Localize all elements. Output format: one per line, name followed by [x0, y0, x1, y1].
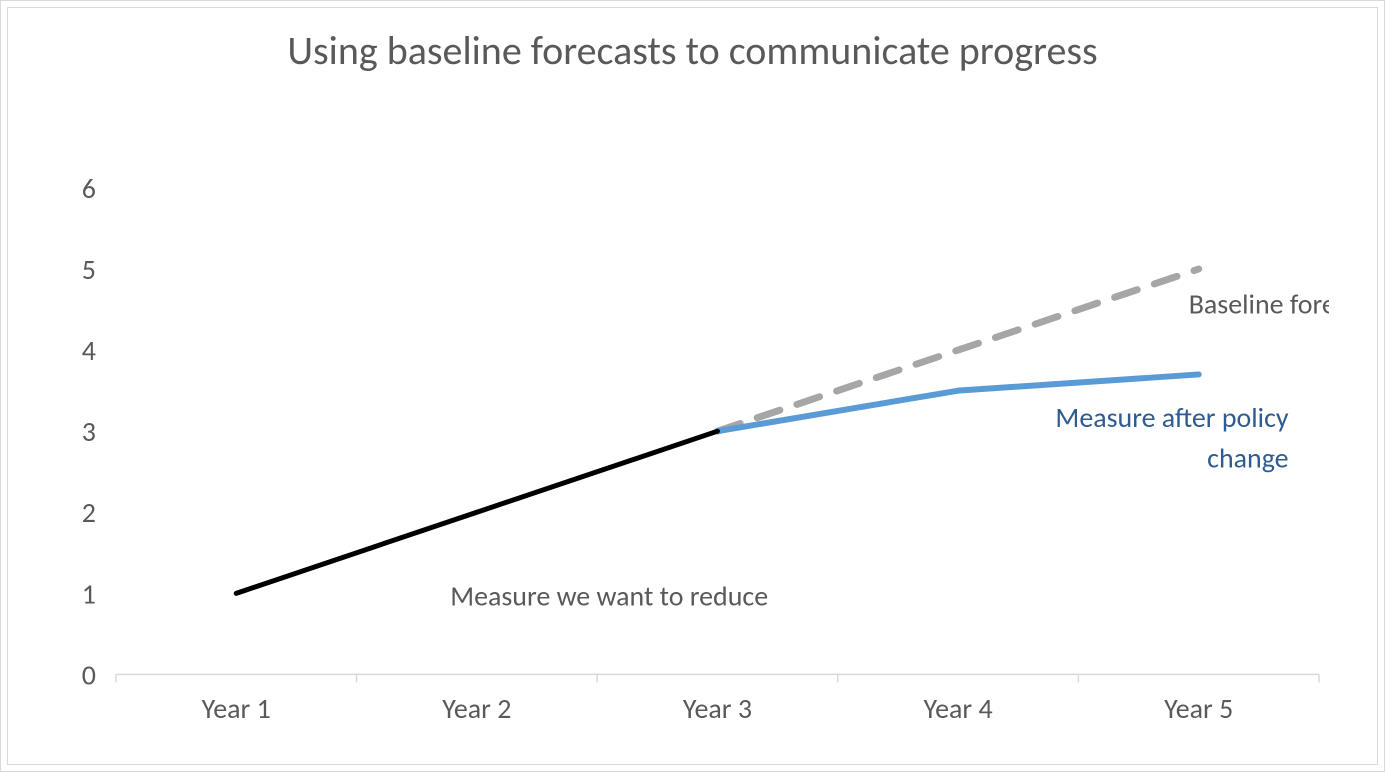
chart-container: Using baseline forecasts to communicate … — [0, 0, 1385, 772]
y-tick-label: 0 — [82, 658, 96, 692]
annotation-policy-line1: Measure after policy — [1055, 401, 1289, 435]
y-tick-label: 3 — [82, 415, 96, 449]
y-tick-label: 2 — [82, 496, 96, 530]
y-tick-label: 4 — [82, 334, 96, 368]
x-tick-label: Year 1 — [202, 692, 271, 726]
annotation-policy-line2: change — [1207, 442, 1288, 476]
chart-inner-border: Using baseline forecasts to communicate … — [7, 7, 1378, 765]
y-tick-label: 5 — [82, 253, 96, 287]
series-measured — [236, 431, 717, 593]
x-tick-label: Year 5 — [1164, 692, 1233, 726]
y-tick-label: 6 — [82, 178, 96, 206]
annotation-measured: Measure we want to reduce — [450, 580, 768, 614]
annotation-baseline: Baseline forecast — [1189, 288, 1329, 322]
x-tick-label: Year 3 — [683, 692, 752, 726]
plot-area: 0 1 2 3 4 5 6 Year 1 Year 2 Year 3 Year 4 Year 5 Mea… — [56, 178, 1329, 734]
x-tick-label: Year 2 — [442, 692, 511, 726]
chart-svg: 0 1 2 3 4 5 6 Year 1 Year 2 Year 3 Year 4 Year 5 Mea… — [56, 178, 1329, 734]
chart-title: Using baseline forecasts to communicate … — [8, 26, 1377, 76]
x-tick-label: Year 4 — [924, 692, 993, 726]
y-tick-label: 1 — [82, 577, 96, 611]
